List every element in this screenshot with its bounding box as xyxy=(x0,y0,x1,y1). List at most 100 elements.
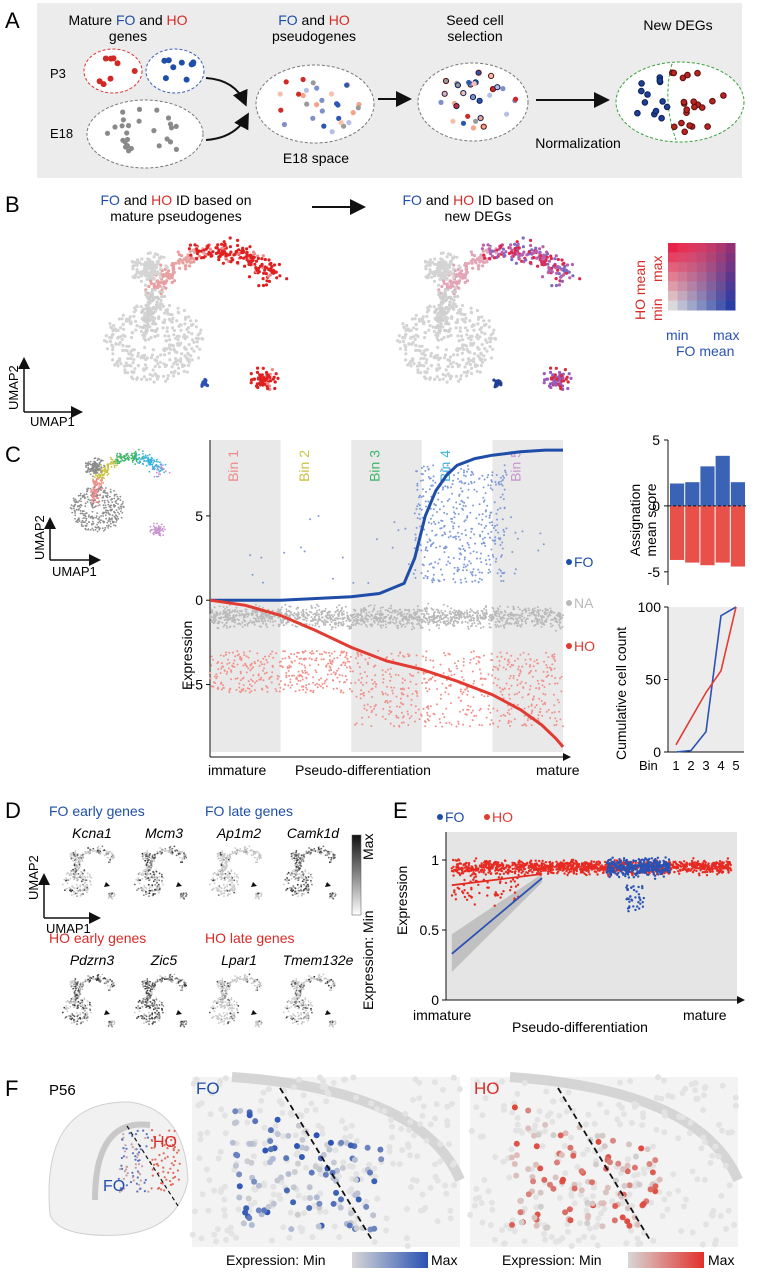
na-point xyxy=(512,605,515,608)
na-point xyxy=(446,622,449,625)
ho-point xyxy=(554,682,557,685)
na-point xyxy=(234,609,237,611)
ho-point xyxy=(217,661,220,663)
na-point xyxy=(472,616,475,619)
umap-cell xyxy=(100,519,102,522)
umap-cell xyxy=(118,462,121,465)
na-point xyxy=(460,611,463,614)
umap-cell xyxy=(107,520,110,522)
na-point xyxy=(404,608,407,611)
umap-cell xyxy=(163,353,167,357)
umap-cell xyxy=(457,308,461,313)
cell-dot xyxy=(131,68,138,74)
ho-point xyxy=(545,651,548,654)
umap-cell xyxy=(456,347,460,351)
na-point xyxy=(539,615,542,618)
umap-cell xyxy=(87,515,90,518)
na-point xyxy=(376,623,379,626)
umap-cell xyxy=(255,382,259,386)
umap-cell xyxy=(143,318,147,322)
umap-cell xyxy=(472,357,476,361)
umap-cell xyxy=(147,457,149,460)
cell-dot xyxy=(634,109,641,117)
cell-dot xyxy=(120,109,126,115)
ho-point xyxy=(263,672,266,675)
umap-cell xyxy=(168,273,172,277)
ho-point xyxy=(245,655,248,658)
umap-cell xyxy=(416,370,420,375)
cell-dot xyxy=(112,124,118,130)
umap-cell xyxy=(139,329,143,334)
arrow-e18-to-space xyxy=(205,112,249,141)
umap-cell xyxy=(95,501,98,503)
umap-cell xyxy=(72,497,75,500)
umap-cell xyxy=(536,264,540,268)
fo-mean-label: FO mean xyxy=(676,343,734,359)
na-point xyxy=(445,620,448,623)
umap-cell xyxy=(176,371,181,376)
umap-cell xyxy=(123,370,127,375)
umap-cell xyxy=(562,379,566,383)
umap-cell xyxy=(441,372,445,377)
umap-cell xyxy=(96,463,98,466)
umap-cell xyxy=(103,499,106,502)
legend-cell xyxy=(668,262,678,273)
umap-cell xyxy=(423,370,427,374)
na-point xyxy=(326,621,329,624)
cell-dot xyxy=(504,111,510,117)
umap-cell xyxy=(131,461,134,463)
ho-point xyxy=(212,681,215,684)
umap-cell xyxy=(139,305,143,309)
umap-cell xyxy=(425,314,429,318)
umap-cell xyxy=(150,290,154,294)
ho-point xyxy=(321,683,324,686)
umap-cell xyxy=(79,492,82,495)
na-point xyxy=(231,620,234,623)
na-point xyxy=(225,624,228,627)
umap-cell xyxy=(220,242,224,246)
umap-cell xyxy=(140,377,144,381)
umap-cell xyxy=(548,370,553,374)
na-point xyxy=(382,624,385,627)
umap-cell xyxy=(157,525,160,527)
umap-cell xyxy=(120,505,123,508)
cell-dot xyxy=(346,120,352,126)
umap-cell xyxy=(104,528,106,531)
na-point xyxy=(314,624,317,627)
ho-point xyxy=(505,668,508,671)
umap-cell xyxy=(525,253,529,257)
umap-cell xyxy=(263,257,267,262)
na-point xyxy=(472,619,475,622)
ho-point xyxy=(219,682,222,685)
umap-cell xyxy=(132,348,136,352)
umap-cell xyxy=(453,295,457,299)
umap-cell xyxy=(442,279,446,283)
umap-cell xyxy=(421,352,425,356)
na-point xyxy=(361,615,363,618)
umap-cell xyxy=(117,517,120,520)
umap-cell xyxy=(216,243,220,247)
ho-point xyxy=(251,680,254,683)
ho-point xyxy=(533,660,536,663)
umap-cell xyxy=(152,525,155,527)
umap-cell xyxy=(78,499,81,502)
umap-cell xyxy=(176,250,180,254)
na-point xyxy=(530,612,533,615)
umap-cell xyxy=(453,286,458,290)
umap-cell xyxy=(558,370,562,375)
na-point xyxy=(488,622,491,625)
umap-cell xyxy=(195,345,199,349)
umap-cell xyxy=(155,300,159,304)
na-point xyxy=(369,604,372,607)
umap-cell xyxy=(499,244,503,248)
umap-cell xyxy=(81,496,84,498)
na-point xyxy=(360,623,363,626)
umap-cell xyxy=(159,461,161,464)
ho-point xyxy=(260,676,263,679)
umap-cell xyxy=(117,317,121,321)
ho-point xyxy=(315,671,318,674)
umap-cell xyxy=(513,246,518,250)
umap-cell xyxy=(450,272,455,276)
umap-cell xyxy=(94,488,96,491)
na-point xyxy=(561,626,564,628)
